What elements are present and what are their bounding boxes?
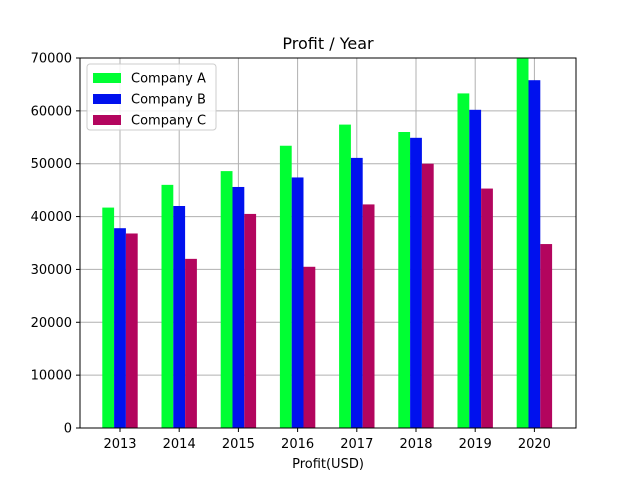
x-tick-label: 2019 <box>459 437 492 452</box>
y-tick-label: 50000 <box>31 157 72 172</box>
bar-company-a-2020 <box>516 58 529 429</box>
bar-company-b-2020 <box>528 80 541 428</box>
x-tick-label: 2015 <box>222 437 255 452</box>
legend-label: Company C <box>131 114 206 129</box>
legend-label: Company B <box>131 93 206 108</box>
bars <box>102 58 553 429</box>
bar-company-b-2014 <box>173 206 186 428</box>
bar-company-c-2013 <box>125 233 138 428</box>
x-axis-label: Profit(USD) <box>292 457 364 472</box>
plot-frame <box>79 57 577 429</box>
y-tick-label: 70000 <box>31 52 72 67</box>
bar-company-b-2019 <box>469 109 482 429</box>
bar-company-a-2016 <box>279 145 292 428</box>
x-tick-label: 2020 <box>518 437 551 452</box>
bar-company-a-2018 <box>398 132 411 428</box>
bar-company-c-2015 <box>244 213 257 428</box>
axis-ticks: 0 10000 20000 30000 40000 50000 60000 70000 2013… <box>31 52 551 453</box>
bar-company-a-2015 <box>220 171 233 428</box>
y-tick-label: 40000 <box>31 210 72 225</box>
legend-swatch <box>93 115 121 125</box>
legend-swatch <box>93 73 121 83</box>
y-tick-label: 0 <box>64 422 72 437</box>
y-tick-label: 60000 <box>31 104 72 119</box>
bar-company-c-2014 <box>185 258 197 428</box>
bar-company-c-2018 <box>421 163 434 428</box>
bar-company-a-2019 <box>457 93 470 429</box>
legend-swatch <box>93 94 121 104</box>
bar-company-c-2017 <box>362 204 375 428</box>
x-tick-label: 2013 <box>103 437 136 452</box>
x-tick-label: 2018 <box>399 437 432 452</box>
x-tick-label: 2017 <box>340 437 373 452</box>
legend: Company A Company B Company C <box>86 63 217 131</box>
bar-company-b-2017 <box>350 157 363 428</box>
bar-company-b-2015 <box>232 186 245 428</box>
bar-company-b-2013 <box>114 228 126 428</box>
bar-company-a-2014 <box>161 184 174 428</box>
x-tick-label: 2016 <box>281 437 314 452</box>
bar-company-a-2013 <box>102 207 115 428</box>
bar-company-c-2020 <box>540 244 553 428</box>
bar-company-a-2017 <box>339 124 351 428</box>
y-tick-label: 30000 <box>31 263 72 278</box>
bar-company-c-2016 <box>303 266 316 428</box>
bar-company-c-2019 <box>481 188 493 428</box>
bar-company-b-2016 <box>291 177 304 428</box>
chart-title: Profit / Year <box>282 34 374 53</box>
legend-label: Company A <box>131 72 206 87</box>
bar-company-b-2018 <box>410 137 422 429</box>
y-tick-label: 10000 <box>31 369 72 384</box>
x-tick-label: 2014 <box>163 437 196 452</box>
y-tick-label: 20000 <box>31 316 72 331</box>
